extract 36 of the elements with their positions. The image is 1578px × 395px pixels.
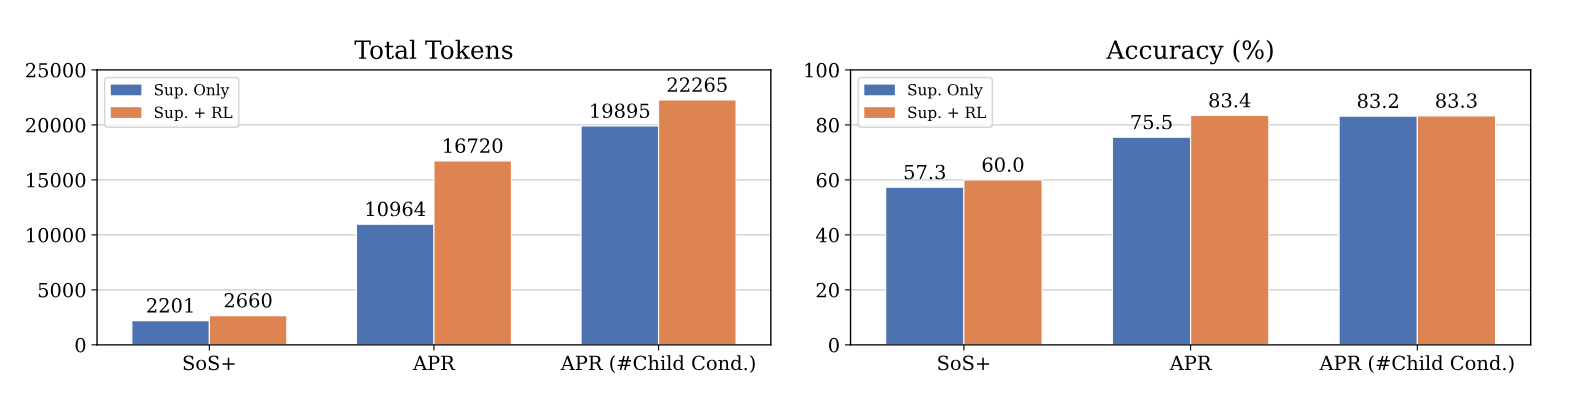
data-label: 60.0 bbox=[982, 157, 1024, 172]
data-label: 75.5 bbox=[1131, 114, 1172, 130]
legend-label: Sup. Only bbox=[908, 83, 983, 99]
y-tick-label: 80 bbox=[816, 117, 839, 133]
data-label: 83.2 bbox=[1357, 93, 1398, 109]
y-tick-label: 100 bbox=[805, 62, 839, 78]
y-tick-label: 40 bbox=[815, 227, 839, 243]
chart-title: Total Tokens bbox=[354, 39, 513, 60]
x-tick-label: APR (#Child Cond.) bbox=[1319, 355, 1514, 374]
y-tick-label: 15000 bbox=[27, 172, 86, 188]
y-tick-label: 0 bbox=[75, 337, 86, 353]
x-tick-label: APR bbox=[1169, 355, 1212, 371]
chart-title: Accuracy (%) bbox=[1106, 39, 1273, 65]
data-label: 19895 bbox=[591, 103, 650, 119]
y-tick-label: 20 bbox=[816, 282, 839, 298]
legend-label: Sup. Only bbox=[154, 83, 230, 99]
x-tick-label: SoS+ bbox=[938, 355, 990, 371]
data-label: 57.3 bbox=[904, 164, 945, 180]
y-tick-label: 10000 bbox=[27, 227, 86, 243]
legend-label: Sup. + RL bbox=[154, 106, 233, 122]
data-label: 16720 bbox=[444, 138, 503, 154]
data-label: 22265 bbox=[667, 77, 727, 93]
x-tick-label: SoS+ bbox=[183, 355, 235, 371]
data-label: 2201 bbox=[147, 297, 193, 313]
y-tick-label: 0 bbox=[829, 337, 839, 353]
legend-label: Sup. + RL bbox=[908, 106, 986, 122]
x-tick-label: APR bbox=[412, 355, 456, 371]
data-label: 83.4 bbox=[1209, 92, 1251, 108]
y-tick-label: 25000 bbox=[26, 62, 86, 78]
data-label: 2660 bbox=[224, 292, 272, 308]
y-tick-label: 60 bbox=[816, 172, 839, 188]
data-label: 83.3 bbox=[1436, 93, 1477, 108]
y-tick-label: 5000 bbox=[38, 282, 86, 298]
data-label: 10964 bbox=[366, 201, 426, 217]
x-tick-label: APR (#Child Cond.) bbox=[560, 355, 755, 374]
y-tick-label: 20000 bbox=[26, 117, 86, 133]
